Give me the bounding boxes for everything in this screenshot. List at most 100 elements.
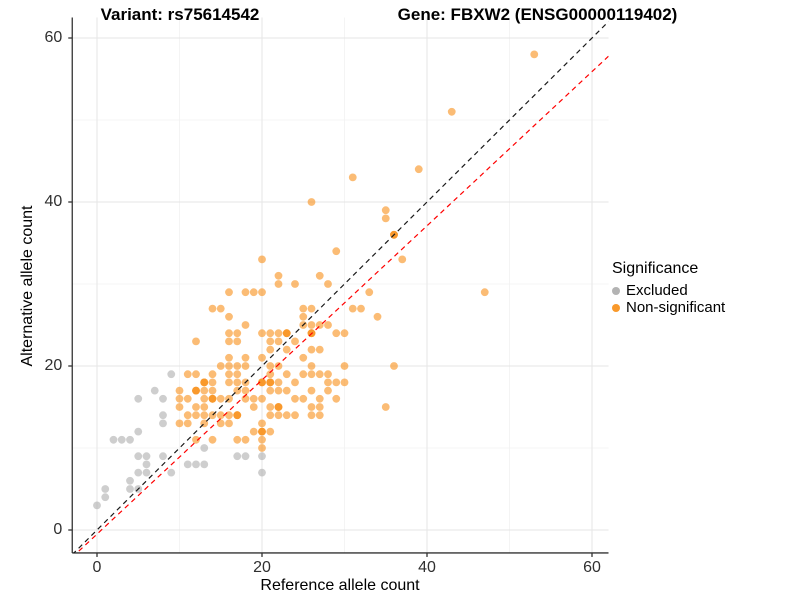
data-point — [233, 378, 242, 387]
identity-line — [73, 21, 609, 553]
data-point — [307, 403, 316, 411]
y-axis-title: Alternative allele count — [19, 205, 36, 367]
data-point — [126, 485, 134, 493]
data-point — [126, 476, 134, 485]
legend-item-label: Excluded — [626, 282, 688, 299]
data-point — [299, 304, 308, 313]
major-gridlines — [72, 17, 609, 553]
data-point — [258, 452, 266, 461]
data-point — [216, 394, 225, 403]
data-point — [332, 394, 341, 403]
data-point — [183, 394, 192, 403]
data-point — [241, 435, 250, 444]
legend-item-non-significant: Non-significant — [612, 299, 725, 316]
fit-line — [75, 55, 609, 553]
data-point — [192, 337, 200, 346]
data-point — [282, 386, 291, 395]
data-point — [291, 378, 299, 387]
data-point — [241, 452, 250, 461]
data-point — [332, 247, 341, 256]
data-point — [159, 452, 167, 461]
data-point — [291, 280, 299, 288]
data-point — [315, 271, 324, 280]
data-point — [348, 173, 357, 182]
x-tick-label: 40 — [418, 558, 436, 576]
data-point — [282, 345, 291, 354]
data-point — [167, 468, 176, 477]
data-point — [266, 427, 275, 436]
x-tick-label: 20 — [253, 558, 271, 576]
y-tick-label: 20 — [44, 357, 63, 374]
data-point — [274, 271, 283, 280]
data-point — [216, 362, 225, 370]
data-point — [266, 370, 275, 379]
data-point — [183, 411, 192, 420]
data-point — [365, 288, 374, 297]
data-point — [315, 394, 324, 403]
data-point — [266, 362, 275, 370]
data-point — [324, 370, 332, 379]
data-point — [266, 403, 275, 411]
data-point — [381, 206, 390, 215]
data-point — [249, 288, 258, 297]
data-point — [208, 370, 217, 379]
data-point — [192, 370, 200, 379]
data-point — [93, 501, 101, 510]
data-point — [530, 50, 539, 59]
data-point — [274, 280, 283, 288]
data-point — [233, 411, 242, 420]
data-point — [299, 312, 308, 321]
data-point — [200, 378, 209, 387]
data-point — [258, 419, 266, 428]
data-point — [241, 321, 250, 329]
y-tick-label: 60 — [44, 29, 63, 46]
data-point — [225, 362, 233, 370]
data-point — [258, 468, 266, 477]
data-point — [274, 378, 283, 387]
data-point — [109, 435, 118, 444]
data-point — [447, 107, 456, 116]
data-point — [159, 394, 167, 403]
data-point — [299, 353, 308, 362]
data-point — [340, 362, 349, 370]
data-point — [225, 370, 233, 379]
data-point — [307, 304, 316, 313]
data-point — [183, 419, 192, 428]
data-point — [398, 255, 407, 264]
data-point — [192, 386, 200, 395]
data-point — [324, 321, 332, 329]
data-point — [307, 198, 316, 206]
data-point — [216, 304, 225, 313]
data-point — [225, 329, 233, 338]
data-point — [225, 337, 233, 346]
data-point — [225, 378, 233, 387]
data-point — [241, 362, 250, 370]
legend-item-label: Non-significant — [626, 299, 726, 316]
data-point — [390, 362, 398, 370]
data-point — [291, 411, 299, 420]
y-tick-label: 40 — [44, 193, 63, 210]
data-point — [225, 353, 233, 362]
data-point — [241, 288, 250, 297]
data-point — [258, 288, 266, 297]
data-point — [258, 353, 266, 362]
data-point — [266, 329, 275, 338]
data-point — [192, 460, 200, 469]
variant-title: Variant: rs75614542 — [100, 5, 260, 24]
data-point — [225, 288, 233, 297]
data-point — [315, 403, 324, 411]
gene-title: Gene: FBXW2 (ENSG00000119402) — [397, 5, 678, 24]
data-point — [200, 403, 209, 411]
data-point — [200, 444, 209, 452]
data-point — [233, 370, 242, 379]
data-point — [307, 386, 316, 395]
data-point — [299, 370, 308, 379]
data-point — [159, 419, 167, 428]
data-point — [258, 427, 266, 436]
data-point — [258, 394, 266, 403]
data-point — [225, 312, 233, 321]
data-point — [258, 329, 266, 338]
points-excluded — [93, 370, 266, 510]
